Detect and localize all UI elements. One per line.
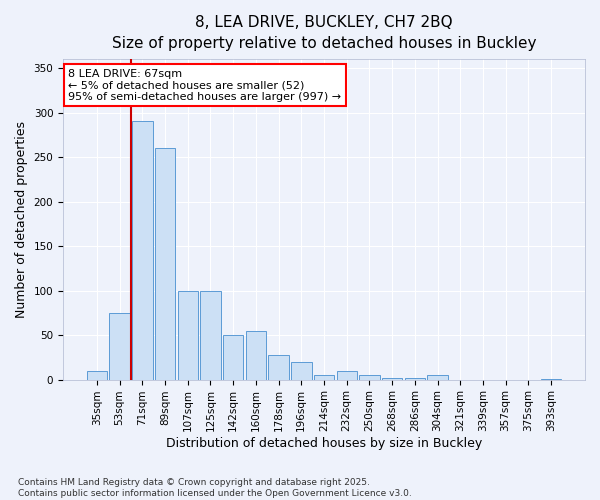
Y-axis label: Number of detached properties: Number of detached properties: [15, 121, 28, 318]
Bar: [109, 313, 130, 380]
Bar: [359, 375, 380, 380]
Bar: [87, 370, 107, 380]
Title: 8, LEA DRIVE, BUCKLEY, CH7 2BQ
Size of property relative to detached houses in B: 8, LEA DRIVE, BUCKLEY, CH7 2BQ Size of p…: [112, 15, 536, 51]
X-axis label: Distribution of detached houses by size in Buckley: Distribution of detached houses by size …: [166, 437, 482, 450]
Bar: [268, 354, 289, 380]
Bar: [427, 375, 448, 380]
Bar: [291, 362, 311, 380]
Bar: [223, 335, 244, 380]
Text: Contains HM Land Registry data © Crown copyright and database right 2025.
Contai: Contains HM Land Registry data © Crown c…: [18, 478, 412, 498]
Bar: [404, 378, 425, 380]
Bar: [245, 330, 266, 380]
Bar: [178, 290, 198, 380]
Bar: [200, 290, 221, 380]
Bar: [314, 375, 334, 380]
Bar: [382, 378, 403, 380]
Bar: [132, 122, 152, 380]
Text: 8 LEA DRIVE: 67sqm
← 5% of detached houses are smaller (52)
95% of semi-detached: 8 LEA DRIVE: 67sqm ← 5% of detached hous…: [68, 68, 341, 102]
Bar: [541, 378, 561, 380]
Bar: [155, 148, 175, 380]
Bar: [337, 370, 357, 380]
